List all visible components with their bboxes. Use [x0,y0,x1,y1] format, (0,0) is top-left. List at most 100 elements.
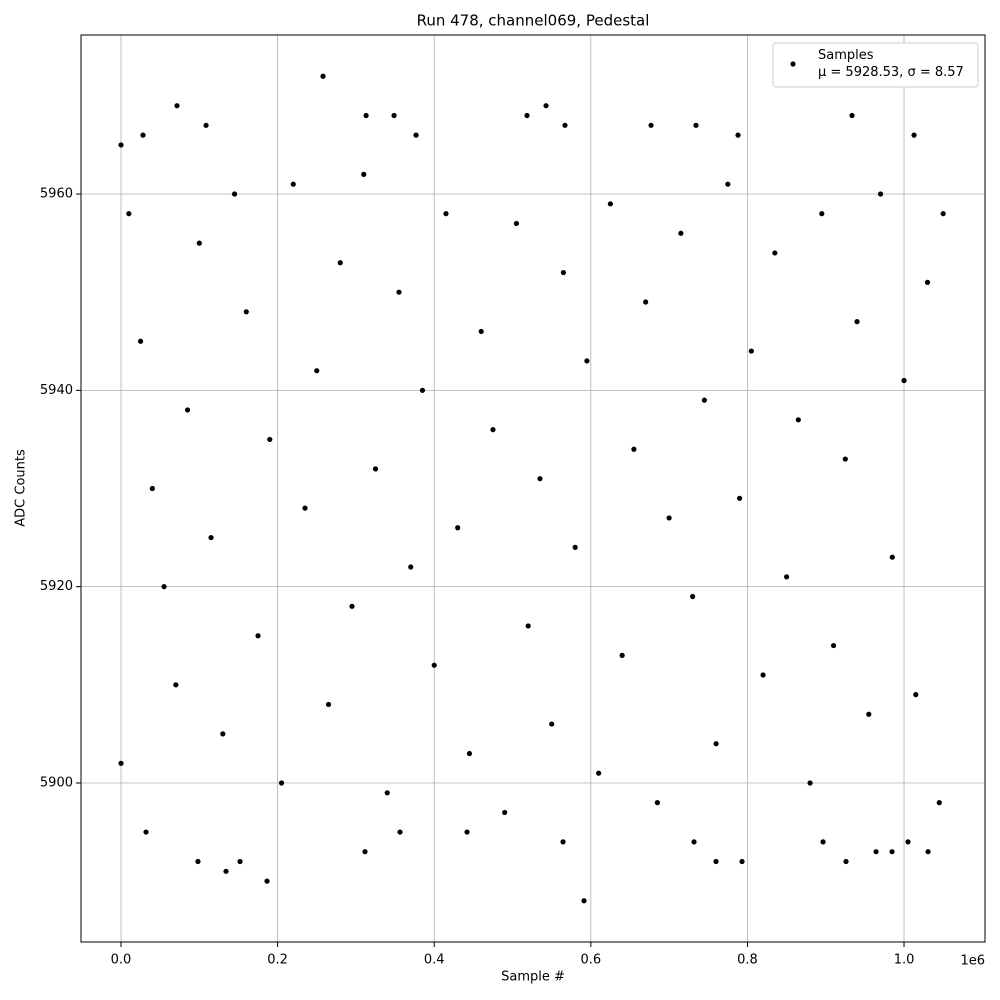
point [278,780,285,786]
point [413,132,419,138]
point [562,122,568,128]
point [137,338,144,344]
point [525,623,531,629]
point [255,633,261,639]
point [735,132,741,138]
point [140,132,146,138]
chart-title: Run 478, channel069, Pedestal [417,12,650,30]
point [143,829,149,835]
point [466,750,473,757]
point [936,800,942,806]
point [924,279,931,285]
point [905,839,911,845]
point [739,858,745,865]
point [691,839,697,845]
point [873,849,879,855]
point [877,191,884,197]
point [549,721,555,727]
point [372,466,379,472]
point [693,122,699,128]
point [478,328,484,335]
point [843,858,849,865]
point [431,662,437,668]
point [820,839,826,845]
point [363,112,369,119]
point [643,299,649,305]
point [690,593,696,600]
plot-frame [80,34,986,943]
point [237,858,243,865]
point [173,682,179,688]
point [349,603,355,609]
y-tick-label: 5920 [40,579,73,594]
point [455,525,461,531]
point [889,554,895,560]
point [783,574,790,580]
legend-label: Samples μ = 5928.53, σ = 8.57 [818,48,964,80]
y-axis-label: ADC Counts [14,449,29,527]
point [267,436,273,443]
point [737,495,743,501]
point [648,122,654,128]
point [849,112,855,119]
point [325,701,332,708]
point [795,417,801,423]
point [243,309,249,315]
point [940,211,946,217]
point [203,122,209,128]
x-offset-label: 1e6 [960,954,985,969]
point [223,868,229,874]
point [607,201,614,207]
point [748,348,754,354]
x-axis-label: Sample # [501,970,565,985]
point [713,858,719,865]
point [543,103,549,109]
point [231,191,238,197]
point [384,790,390,796]
point [911,132,917,138]
point [581,898,587,904]
point [913,692,919,698]
point [314,368,320,374]
point [361,171,367,177]
y-tick-label: 5940 [40,383,73,398]
point [391,112,397,119]
point [760,672,766,678]
y-tick-label: 5960 [40,187,73,202]
point [408,564,414,570]
point [196,240,202,246]
point [290,181,296,187]
point [149,485,155,492]
point [524,112,530,119]
point [584,358,590,364]
point [118,142,124,148]
point [195,858,201,865]
point [678,230,684,236]
point [889,849,895,855]
x-tick-label: 1.0 [894,953,915,968]
point [866,711,872,717]
point [830,642,837,649]
point [490,427,496,433]
point [208,534,214,541]
point [464,829,470,835]
point [807,780,813,786]
point [560,269,567,276]
point [631,446,637,452]
point [819,211,825,217]
legend-box [772,42,979,88]
point [264,878,270,884]
point [161,584,167,590]
point [118,760,124,766]
point [126,211,132,217]
point [701,397,707,403]
point [596,770,602,776]
point [572,544,578,550]
point [502,809,508,816]
point [901,377,907,384]
point [362,849,368,855]
point [184,407,191,413]
point [842,456,848,462]
x-tick-label: 0.4 [424,953,445,968]
